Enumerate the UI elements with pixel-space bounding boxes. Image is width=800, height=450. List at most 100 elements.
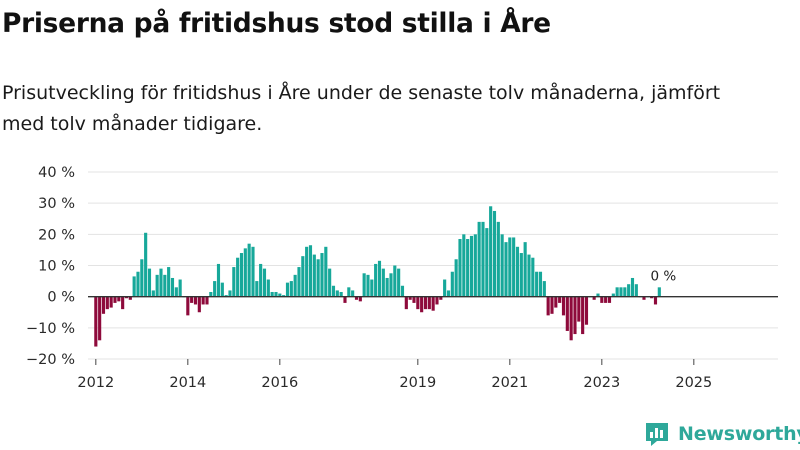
bar — [305, 246, 309, 297]
bar — [650, 296, 654, 299]
bar — [109, 296, 113, 308]
y-tick-label: −20 % — [26, 352, 75, 368]
bar — [397, 268, 401, 297]
bar — [477, 221, 481, 297]
bar — [584, 296, 589, 325]
bar — [561, 296, 566, 316]
bar — [278, 293, 282, 297]
y-tick-label: 40 % — [38, 165, 75, 181]
bar — [324, 246, 328, 297]
bar — [581, 296, 585, 335]
newsworthy-logo-text: Newsworthy — [678, 423, 800, 445]
x-tick-label: 2025 — [675, 375, 712, 391]
bar — [542, 281, 546, 297]
bar — [634, 284, 638, 297]
bar — [213, 281, 217, 297]
y-tick-label: −10 % — [26, 321, 75, 337]
bar — [144, 232, 148, 297]
bar — [611, 293, 615, 297]
bar — [500, 234, 504, 297]
bar — [573, 296, 577, 335]
y-axis: −20 % −10 % 0 % 10 % 20 % 30 % 40 % — [26, 165, 75, 368]
bar — [485, 228, 489, 297]
bar — [370, 279, 374, 297]
bar — [205, 296, 209, 305]
bar — [439, 296, 443, 300]
bar — [630, 277, 635, 297]
bar — [531, 257, 535, 297]
bar — [427, 296, 431, 310]
bar — [124, 296, 129, 299]
chart-subtitle: Prisutveckling för fritidshus i Åre unde… — [2, 82, 721, 135]
bar — [186, 296, 190, 316]
bar — [117, 296, 121, 302]
bar — [481, 221, 485, 297]
bar — [504, 242, 508, 297]
bar — [151, 290, 155, 297]
newsworthy-logo: Newsworthy — [644, 419, 800, 449]
bar — [607, 296, 612, 303]
bar — [259, 263, 263, 297]
bar — [354, 296, 359, 300]
bar — [466, 239, 470, 297]
bar — [197, 296, 201, 313]
bar — [328, 268, 332, 297]
bar — [170, 277, 175, 297]
bar — [358, 296, 362, 302]
bar — [538, 271, 543, 297]
bar — [377, 260, 382, 297]
bar — [289, 281, 293, 297]
bar — [147, 268, 152, 297]
bar — [431, 296, 435, 311]
bar — [266, 279, 270, 297]
bar — [320, 253, 324, 297]
bar — [623, 287, 627, 297]
bar — [416, 296, 420, 310]
bar — [446, 290, 451, 297]
bar — [519, 253, 523, 297]
bar — [351, 290, 355, 297]
bar — [473, 234, 477, 297]
x-tick-label: 2019 — [399, 375, 436, 391]
bar — [389, 273, 393, 297]
x-tick-label: 2012 — [77, 375, 114, 391]
bar — [454, 259, 458, 297]
bar — [347, 287, 351, 297]
x-tick-label: 2014 — [169, 375, 206, 391]
bar — [140, 259, 144, 297]
bar — [554, 296, 558, 308]
bar — [316, 259, 320, 297]
bar — [527, 254, 531, 297]
bar — [366, 274, 370, 297]
bar — [450, 271, 454, 297]
x-axis: 2012 2014 2016 2019 2021 2023 2025 — [77, 359, 712, 391]
bar — [339, 291, 343, 297]
latest-value-annotation: 0 % — [650, 269, 676, 285]
bar — [400, 285, 405, 297]
bar — [312, 254, 316, 297]
bar — [492, 210, 497, 297]
y-tick-label: 10 % — [38, 259, 75, 275]
bars — [88, 206, 778, 347]
bar — [247, 243, 251, 297]
bar — [239, 253, 244, 297]
bar — [94, 296, 98, 347]
bar — [462, 234, 466, 297]
bar — [308, 245, 313, 297]
bar — [489, 206, 493, 297]
bar — [113, 296, 117, 303]
bar — [408, 296, 412, 300]
bar — [201, 296, 205, 305]
bar — [174, 287, 178, 297]
bar — [469, 235, 474, 297]
bar — [496, 221, 500, 297]
bar — [404, 296, 408, 310]
y-tick-label: 20 % — [38, 227, 75, 243]
bar — [163, 274, 167, 297]
bar — [508, 237, 512, 297]
newsworthy-logo-icon — [646, 423, 668, 446]
bar — [653, 296, 658, 305]
bar — [243, 248, 247, 297]
bar — [362, 273, 366, 297]
